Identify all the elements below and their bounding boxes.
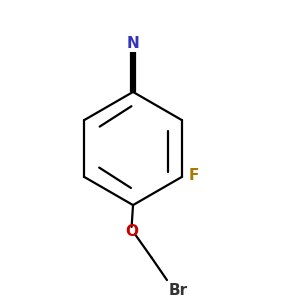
Text: O: O [125,224,138,239]
Text: F: F [188,168,199,183]
Text: Br: Br [168,284,188,298]
Text: N: N [127,36,140,51]
